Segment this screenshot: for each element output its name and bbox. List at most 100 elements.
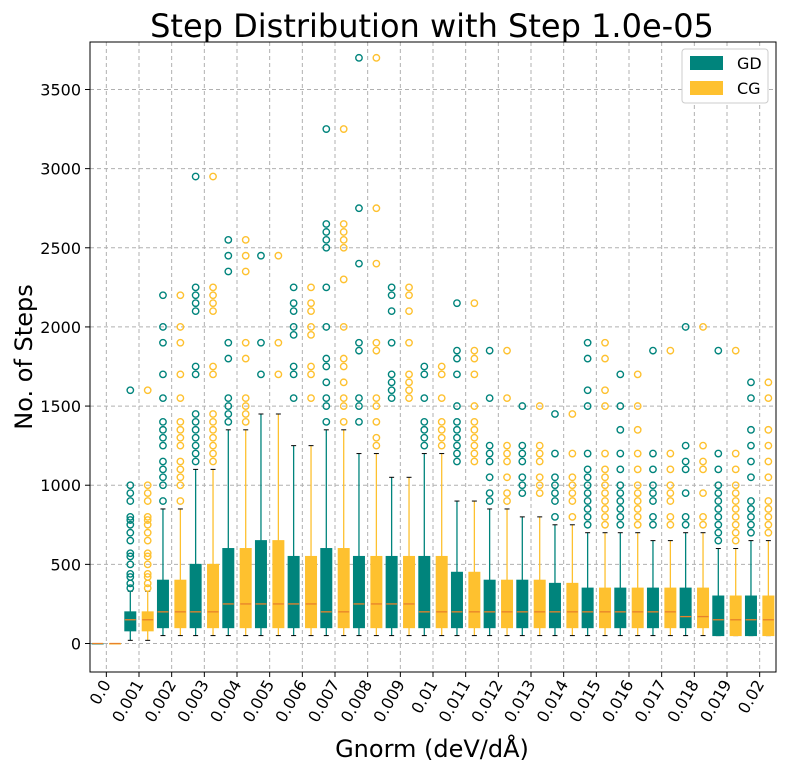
x-tick-label: 0.006 (271, 677, 310, 726)
x-tick-label: 0.018 (663, 677, 702, 726)
outlier-point (289, 370, 298, 379)
outlier-point (731, 346, 740, 355)
outlier-point (224, 417, 233, 426)
outlier-point (209, 307, 217, 315)
outlier-point (143, 573, 152, 581)
outlier-point (289, 330, 298, 339)
outlier-point (209, 291, 217, 300)
box-gd-0.005 (254, 251, 267, 637)
outlier-point (453, 354, 461, 363)
outlier-point (241, 354, 250, 363)
outlier-point (747, 497, 755, 505)
outlier-point (339, 235, 348, 244)
outlier-point (535, 441, 544, 450)
box-cg-0.001 (141, 386, 154, 641)
outlier-point (372, 346, 381, 355)
outlier-point (143, 536, 152, 545)
y-tick-label: 500 (50, 555, 81, 574)
outlier-point (241, 394, 250, 403)
box-gd-0.003 (189, 172, 202, 637)
outlier-point (191, 299, 200, 308)
outlier-point (601, 489, 609, 498)
outlier-point (681, 457, 690, 466)
outlier-point (405, 386, 413, 395)
outlier-point (699, 441, 707, 450)
outlier-point (616, 520, 625, 529)
outlier-point (159, 473, 167, 482)
outlier-point (209, 362, 217, 371)
outlier-point (681, 520, 690, 529)
outlier-point (257, 338, 265, 347)
x-tick-label: 0.008 (337, 677, 376, 726)
outlier-point (307, 330, 315, 339)
x-tick-label: 0.019 (696, 677, 735, 726)
y-tick-label: 2000 (40, 318, 81, 337)
outlier-point (176, 441, 185, 450)
box-iqr (222, 548, 235, 629)
outlier-point (616, 512, 625, 521)
outlier-point (681, 441, 690, 450)
outlier-point (503, 489, 511, 498)
outlier-point (518, 457, 527, 466)
outlier-point (126, 481, 135, 490)
outlier-point (355, 259, 363, 268)
outlier-point (681, 512, 690, 521)
outlier-point (143, 489, 152, 498)
outlier-point (764, 473, 773, 482)
outlier-point (666, 520, 675, 529)
outlier-point (387, 338, 396, 347)
outlier-point (322, 243, 331, 252)
outlier-point (485, 497, 494, 505)
x-tick-label: 0.013 (500, 677, 539, 726)
outlier-point (731, 536, 740, 545)
outlier-point (339, 323, 348, 331)
y-tick-label: 0 (71, 635, 81, 654)
outlier-point (535, 449, 544, 458)
outlier-point (747, 425, 755, 434)
box-iqr (548, 582, 561, 629)
outlier-point (583, 512, 592, 521)
outlier-point (764, 528, 773, 537)
outlier-point (209, 457, 217, 466)
outlier-point (714, 512, 723, 521)
legend-label-gd: GD (737, 54, 762, 73)
outlier-point (535, 402, 544, 410)
outlier-point (518, 449, 527, 458)
outlier-point (583, 402, 592, 410)
outlier-point (191, 283, 200, 292)
box-iqr (305, 555, 318, 629)
box-iqr (712, 595, 725, 637)
outlier-point (518, 481, 527, 490)
box-iqr (189, 563, 202, 629)
outlier-point (339, 378, 348, 387)
outlier-point (241, 410, 250, 418)
outlier-point (649, 512, 657, 521)
box-cg-0.017 (664, 346, 677, 637)
outlier-point (764, 394, 773, 403)
outlier-point (764, 512, 773, 521)
outlier-point (224, 251, 233, 260)
outlier-point (241, 338, 250, 347)
outlier-point (143, 549, 152, 558)
box-gd-0.019 (712, 346, 725, 637)
outlier-point (649, 497, 657, 505)
box-iqr (124, 611, 137, 632)
outlier-point (339, 402, 348, 410)
outlier-point (289, 323, 298, 331)
x-tick-label: 0.012 (467, 677, 506, 726)
outlier-point (143, 560, 152, 569)
outlier-point (633, 370, 642, 379)
outlier-point (241, 251, 250, 260)
outlier-point (159, 370, 167, 379)
outlier-point (159, 457, 167, 466)
box-cg-0.019 (729, 346, 742, 637)
outlier-point (453, 346, 461, 355)
outlier-point (224, 354, 233, 363)
x-tick-label: 0.002 (141, 677, 180, 726)
box-gd-0.0 (91, 642, 104, 645)
box-iqr (320, 548, 333, 629)
outlier-point (601, 473, 609, 482)
outlier-point (699, 520, 707, 529)
outlier-point (649, 520, 657, 529)
outlier-point (420, 417, 429, 426)
